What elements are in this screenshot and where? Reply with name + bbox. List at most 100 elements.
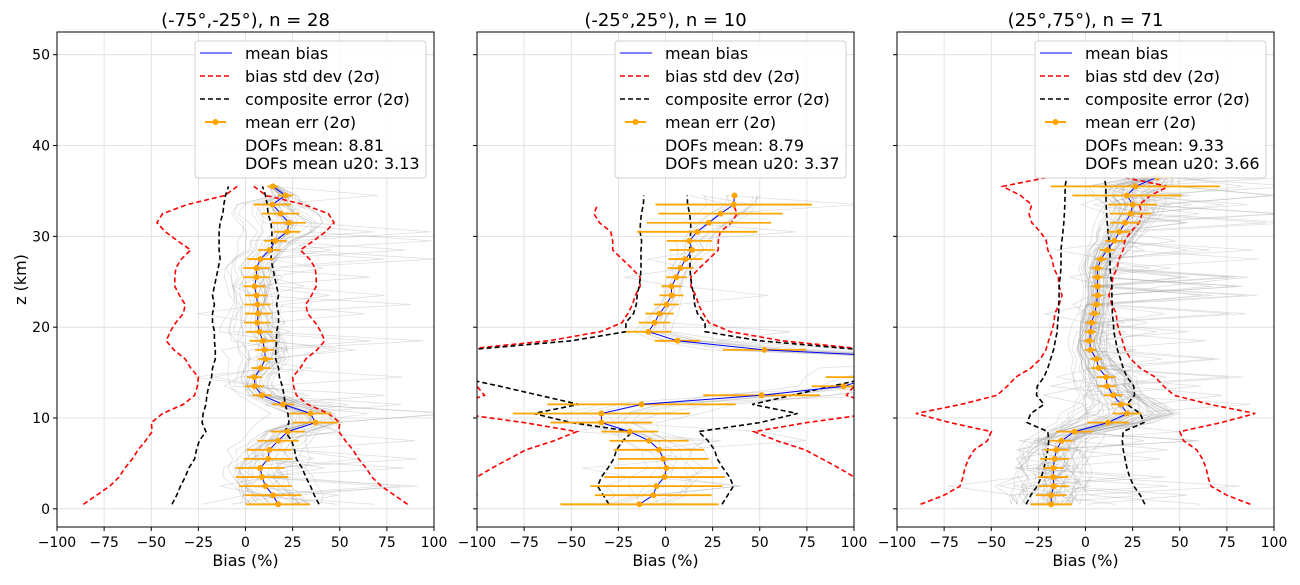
legend-marker bbox=[212, 119, 219, 125]
mean-err-point bbox=[254, 319, 261, 326]
mean-err-point bbox=[272, 237, 279, 244]
mean-err-point bbox=[1122, 219, 1129, 226]
mean-err-point bbox=[275, 437, 282, 444]
legend-box bbox=[1034, 40, 1267, 179]
mean-err-point bbox=[1091, 310, 1098, 317]
mean-err-point bbox=[626, 428, 633, 435]
legend-label: bias std dev (2σ) bbox=[245, 67, 380, 86]
legend-mean-err: mean err (2σ) bbox=[625, 113, 776, 132]
profile-line bbox=[1021, 176, 1274, 505]
mean-err-point bbox=[284, 428, 291, 435]
mean-err-point bbox=[1111, 237, 1118, 244]
legend-label: composite error (2σ) bbox=[665, 90, 830, 109]
mean-err-point bbox=[1132, 183, 1139, 190]
mean-err-point bbox=[1053, 446, 1060, 453]
x-tick-label: 0 bbox=[1081, 535, 1090, 551]
profile-line bbox=[238, 186, 342, 505]
profile-line bbox=[1041, 177, 1274, 505]
profile-line bbox=[1069, 177, 1274, 505]
x-tick-label: −100 bbox=[878, 535, 916, 551]
x-tick-label: −50 bbox=[556, 535, 586, 551]
mean-err-point bbox=[668, 292, 675, 299]
legend-dofs-u20: DOFs mean u20: 3.37 bbox=[665, 154, 840, 173]
legend-label: bias std dev (2σ) bbox=[665, 67, 800, 86]
mean-err-point bbox=[261, 346, 268, 353]
x-tick-label: 0 bbox=[241, 535, 250, 551]
x-tick-label: −25 bbox=[604, 535, 634, 551]
x-tick-label: 75 bbox=[378, 535, 396, 551]
x-tick-label: −75 bbox=[509, 535, 539, 551]
mean-err-point bbox=[254, 301, 261, 308]
profile-line bbox=[237, 186, 431, 505]
x-tick-label: −75 bbox=[89, 535, 119, 551]
mean-err-point bbox=[646, 437, 653, 444]
profile-line bbox=[243, 186, 432, 505]
mean-err-point bbox=[253, 274, 260, 281]
mean-err-point bbox=[256, 328, 263, 335]
mean-err-point bbox=[1118, 401, 1125, 408]
mean-err-point bbox=[262, 355, 269, 362]
legend-label: mean err (2σ) bbox=[1085, 113, 1196, 132]
x-tick-label: 100 bbox=[841, 535, 868, 551]
mean-err-point bbox=[840, 383, 847, 390]
mean-err-point bbox=[1050, 483, 1057, 490]
mean-err-point bbox=[677, 265, 684, 272]
mean-err-point bbox=[266, 446, 273, 453]
x-tick-label: 25 bbox=[284, 535, 302, 551]
profile-line bbox=[236, 186, 434, 505]
composite-error-left-line bbox=[171, 186, 230, 505]
mean-err-point bbox=[1094, 265, 1101, 272]
legend-composite-error: composite error (2σ) bbox=[1040, 90, 1250, 109]
legend: mean bias bias std dev (2σ) composite erro… bbox=[614, 40, 847, 179]
mean-err-point bbox=[668, 283, 675, 290]
profile-line bbox=[1049, 176, 1223, 505]
profile-line bbox=[254, 186, 424, 505]
mean-err-point bbox=[284, 228, 291, 235]
mean-err-point bbox=[653, 483, 660, 490]
legend-mean-bias: mean bias bbox=[1040, 44, 1168, 63]
mean-err-point bbox=[1127, 210, 1134, 217]
mean-err-point bbox=[1110, 392, 1117, 399]
panel-2: −100 −75 −50 −25 0 25 50 75 100 (-25°,25°), n = 1… bbox=[458, 10, 868, 570]
mean-err-point bbox=[1103, 374, 1110, 381]
legend-dofs-u20: DOFs mean u20: 3.13 bbox=[245, 154, 420, 173]
mean-err-point bbox=[259, 392, 266, 399]
profile-line bbox=[197, 186, 338, 505]
mean-err-point bbox=[251, 383, 258, 390]
mean-err-point bbox=[1116, 228, 1123, 235]
profile-line bbox=[225, 186, 339, 505]
legend-composite-error: composite error (2σ) bbox=[620, 90, 830, 109]
mean-err-point bbox=[1104, 246, 1111, 253]
mean-err-point bbox=[1094, 274, 1101, 281]
mean-err-point bbox=[638, 401, 645, 408]
mean-err-point bbox=[1048, 492, 1055, 499]
mean-err-point bbox=[285, 219, 292, 226]
legend-bias-std: bias std dev (2σ) bbox=[620, 67, 800, 86]
legend-dofs-mean: DOFs mean: 8.81 bbox=[245, 136, 384, 155]
x-tick-label: −75 bbox=[929, 535, 959, 551]
mean-err-point bbox=[1104, 383, 1111, 390]
x-tick-label: −50 bbox=[136, 535, 166, 551]
mean-err-point bbox=[266, 246, 273, 253]
y-tick-label: 20 bbox=[32, 320, 50, 336]
mean-err-point bbox=[269, 183, 276, 190]
x-tick-label: 75 bbox=[1218, 535, 1236, 551]
x-tick-label: −100 bbox=[38, 535, 76, 551]
mean-err-point bbox=[1051, 455, 1058, 462]
composite-error-right-line bbox=[1103, 177, 1146, 505]
composite-error-left-line bbox=[477, 195, 645, 505]
mean-err-point bbox=[673, 274, 680, 281]
y-tick-label: 0 bbox=[41, 502, 50, 518]
mean-err-point bbox=[259, 474, 266, 481]
x-tick-label: −50 bbox=[976, 535, 1006, 551]
mean-err-point bbox=[1123, 410, 1130, 417]
mean-err-point bbox=[282, 192, 289, 199]
legend-label: mean bias bbox=[1085, 44, 1168, 63]
x-tick-label: 25 bbox=[1124, 535, 1142, 551]
mean-err-point bbox=[674, 337, 681, 344]
x-tick-label: −25 bbox=[184, 535, 214, 551]
mean-err-point bbox=[650, 492, 657, 499]
mean-err-point bbox=[731, 192, 738, 199]
profile-line bbox=[263, 186, 365, 505]
